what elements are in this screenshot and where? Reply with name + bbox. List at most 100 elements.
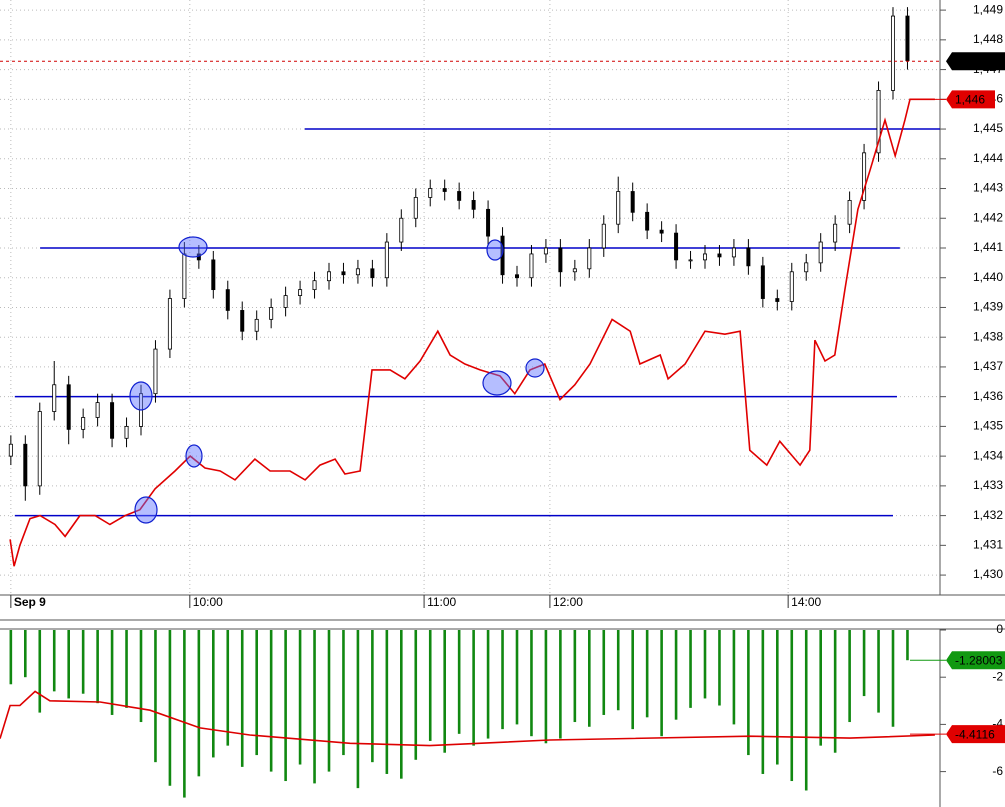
- candle-body: [124, 426, 129, 439]
- candle-body: [66, 384, 71, 430]
- candle-body: [283, 295, 288, 308]
- candle-body: [413, 197, 418, 219]
- price-box-label: -4.4116: [955, 727, 995, 741]
- y-tick-label: 1,431: [973, 538, 1003, 552]
- histogram-bar: [674, 630, 678, 720]
- histogram-bar: [342, 630, 345, 756]
- histogram-bar: [139, 630, 143, 723]
- candle-body: [833, 223, 838, 243]
- y-tick-label: 1,449: [973, 2, 1003, 16]
- candle-body: [746, 247, 751, 267]
- histogram-bar: [501, 630, 504, 730]
- candle-body: [442, 188, 447, 192]
- y-tick-label: 1,430: [973, 567, 1003, 581]
- histogram-bar: [24, 630, 27, 678]
- histogram-bar: [862, 630, 866, 697]
- y-tick-label: 1,441: [973, 240, 1003, 254]
- price-box: [946, 52, 1005, 71]
- histogram-bar: [761, 630, 765, 774]
- candle-body: [399, 217, 404, 243]
- candle-body: [558, 247, 563, 273]
- histogram-bar: [906, 630, 909, 661]
- candle-body: [703, 253, 708, 261]
- candle-body: [37, 411, 42, 487]
- x-tick-label: Sep 9: [14, 595, 46, 609]
- histogram-bar: [660, 630, 663, 737]
- candle-body: [81, 417, 86, 430]
- candle-body: [95, 402, 100, 418]
- histogram-bar: [38, 630, 42, 713]
- annotation-circle: [525, 358, 545, 378]
- y-tick-label: 1,434: [973, 448, 1003, 462]
- x-tick-label: 11:00: [427, 595, 456, 609]
- y-tick-label: 1,445: [973, 121, 1003, 135]
- x-tick-label: 12:00: [553, 595, 583, 609]
- histogram-bar: [154, 630, 157, 763]
- histogram-bar: [833, 630, 837, 753]
- candle-body: [515, 274, 520, 279]
- histogram-bar: [776, 630, 779, 765]
- candle-body: [862, 152, 867, 201]
- histogram-bar: [559, 630, 562, 739]
- histogram-bar: [226, 630, 230, 746]
- candle-body: [225, 289, 230, 311]
- histogram-bar: [486, 630, 490, 739]
- histogram-bar: [197, 630, 201, 777]
- y-tick-label: 1,437: [973, 359, 1003, 373]
- histogram-bar: [573, 630, 577, 723]
- candle-body: [731, 247, 736, 258]
- y-tick-label: 1,443: [973, 181, 1003, 195]
- histogram-bar: [747, 630, 750, 756]
- y-tick-label: -6: [992, 764, 1003, 778]
- series-line: [9, 98, 935, 567]
- histogram-bar: [689, 630, 692, 708]
- candle-body: [23, 443, 28, 487]
- candle-body: [471, 200, 476, 210]
- candle-body: [326, 271, 331, 282]
- candle-body: [905, 15, 910, 62]
- histogram-bar: [327, 630, 331, 772]
- histogram-bar: [530, 630, 533, 737]
- price-box-label: 1,447.28: [955, 54, 1002, 68]
- histogram-bar: [284, 630, 287, 782]
- histogram-bar: [414, 630, 418, 760]
- candle-body: [688, 259, 693, 262]
- candle-body: [341, 271, 346, 276]
- candle-body: [269, 307, 274, 320]
- histogram-bar: [616, 630, 620, 711]
- x-tick-label: 14:00: [791, 595, 821, 609]
- histogram-bar: [732, 630, 736, 725]
- histogram-bar: [67, 630, 70, 699]
- candle-body: [543, 247, 548, 255]
- histogram-bar: [472, 630, 475, 746]
- candle-body: [717, 253, 722, 258]
- histogram-bar: [804, 630, 808, 791]
- histogram-bar: [356, 630, 360, 789]
- annotations: [129, 236, 545, 524]
- candle-body: [804, 262, 809, 273]
- annotation-circle: [486, 239, 504, 261]
- y-tick-label: 1,448: [973, 32, 1003, 46]
- marks: [0, 7, 946, 798]
- histogram-bar: [269, 630, 273, 772]
- candle-body: [457, 191, 462, 201]
- y-tick-label: 1,438: [973, 329, 1003, 343]
- y-tick-label: -2: [992, 669, 1003, 683]
- annotation-circle: [134, 496, 158, 524]
- histogram-bar: [602, 630, 606, 715]
- histogram-bar: [588, 630, 591, 727]
- annotation-circle: [129, 381, 153, 411]
- annotation-circle: [185, 444, 203, 468]
- histogram-bar: [877, 630, 880, 713]
- histogram-bar: [718, 630, 721, 706]
- y-tick-label: 0: [996, 622, 1003, 636]
- candle-body: [789, 271, 794, 302]
- y-tick-label: 1,444: [973, 151, 1003, 165]
- histogram-bar: [703, 630, 707, 699]
- histogram-bar: [400, 630, 403, 779]
- candle-body: [240, 310, 245, 332]
- candle-body: [645, 211, 650, 231]
- histogram-bar: [645, 630, 649, 718]
